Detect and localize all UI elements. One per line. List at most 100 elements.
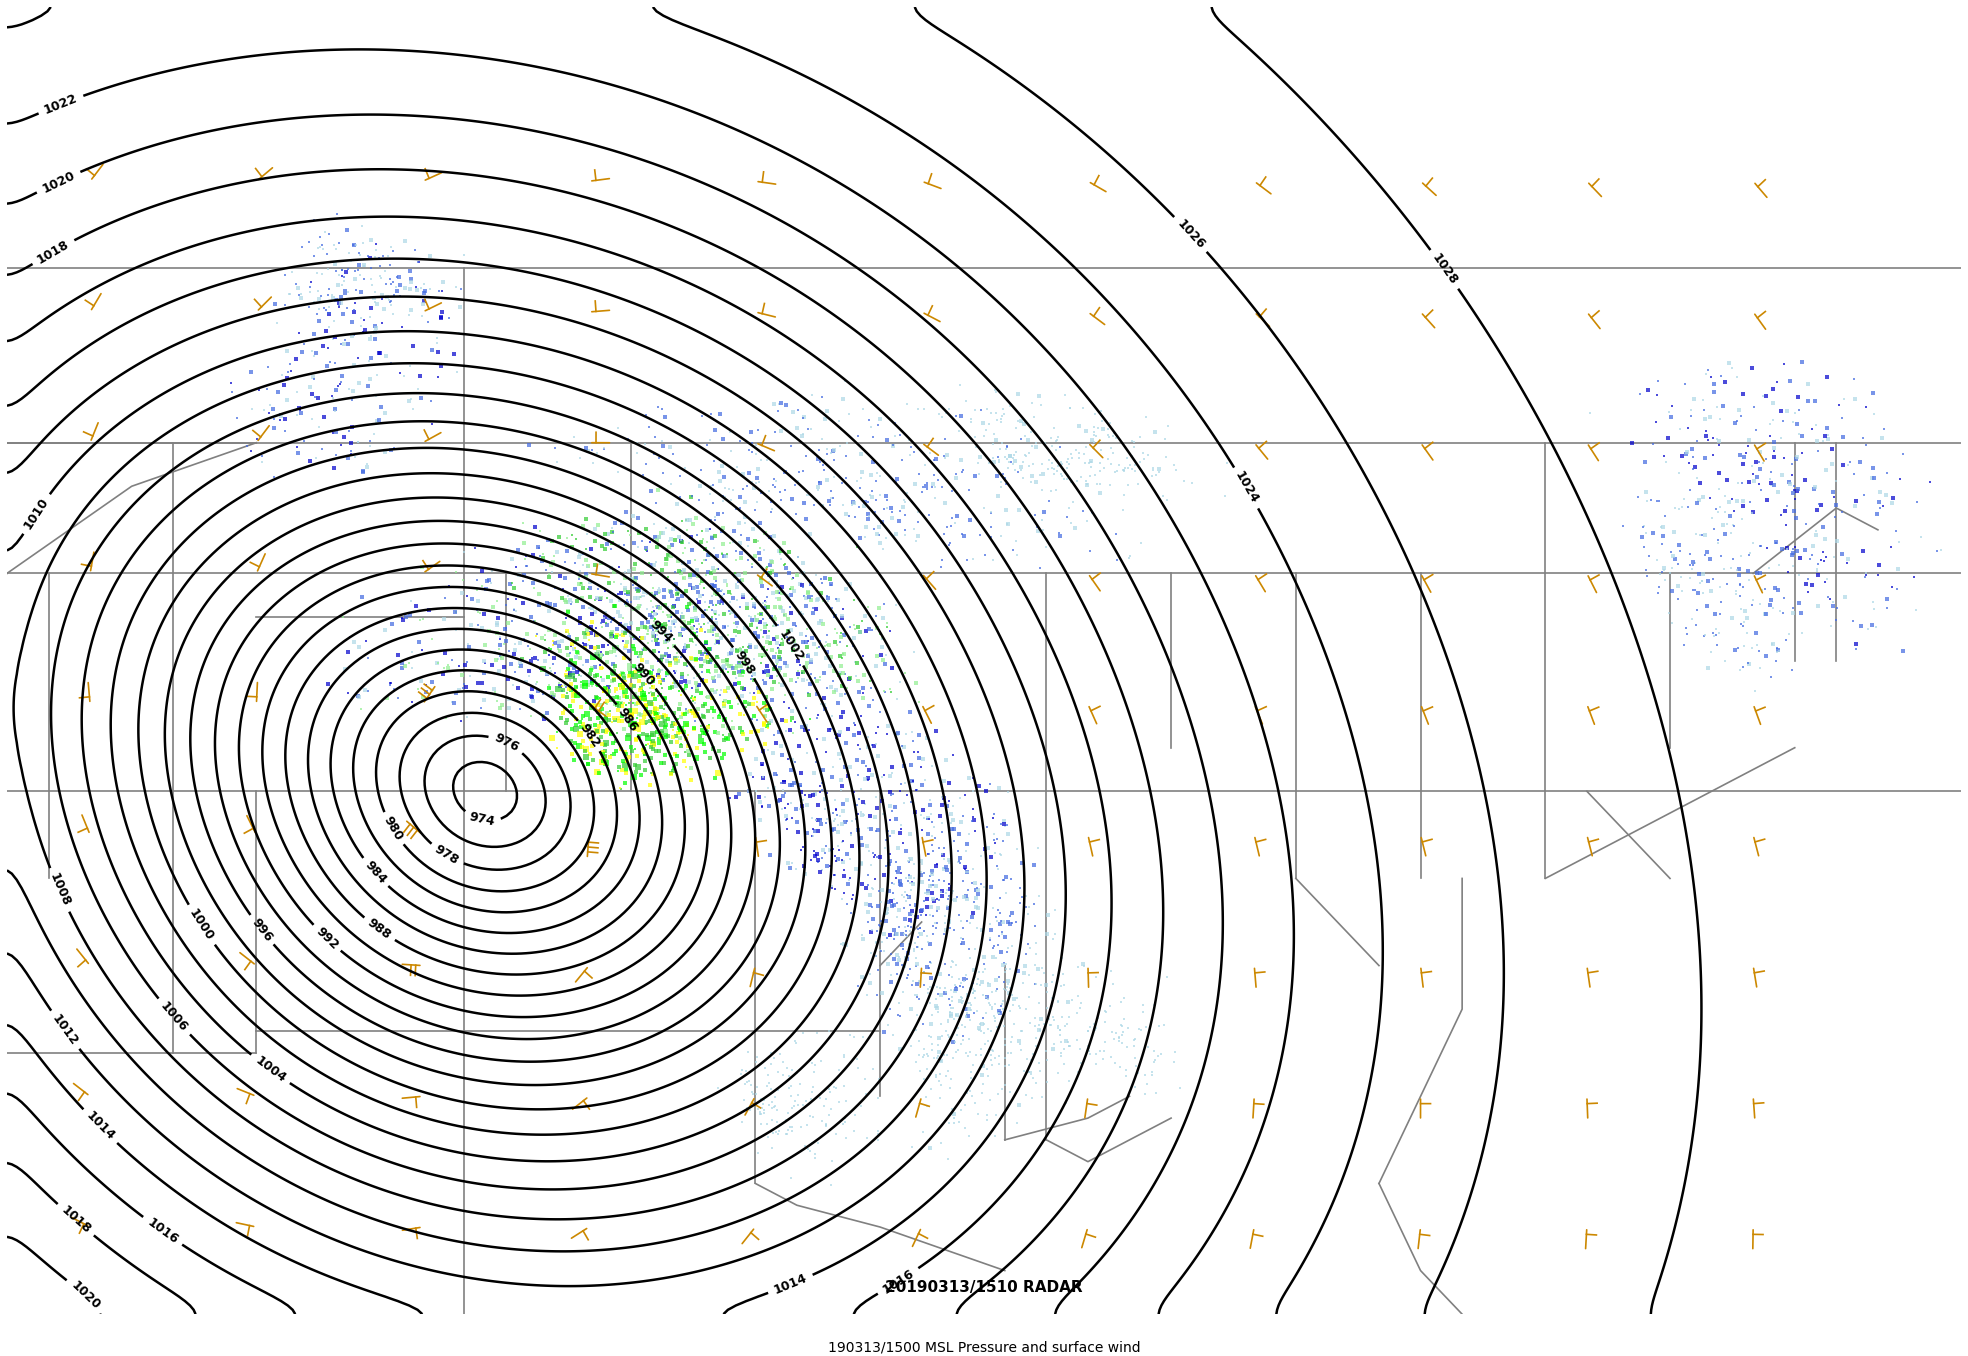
Point (608, 561, 640, 583)
Point (1777, 602, 1809, 624)
Point (1669, 635, 1700, 656)
Point (691, 686, 722, 708)
Point (653, 571, 685, 593)
Point (506, 648, 537, 670)
Point (982, 1083, 1014, 1105)
Point (708, 545, 740, 567)
Point (616, 704, 647, 725)
Point (665, 732, 697, 754)
Point (628, 673, 659, 694)
Point (864, 408, 895, 430)
Point (720, 625, 752, 647)
Point (882, 945, 913, 967)
Point (309, 405, 340, 427)
Point (537, 631, 569, 652)
Point (370, 346, 401, 367)
Point (1019, 471, 1051, 492)
Point (842, 723, 874, 744)
Point (742, 692, 773, 713)
Point (937, 480, 968, 502)
Point (624, 586, 655, 607)
Point (624, 725, 655, 747)
Point (708, 583, 740, 605)
Point (736, 708, 768, 730)
Point (594, 624, 626, 645)
Point (978, 452, 1010, 473)
Point (653, 631, 685, 652)
Point (797, 807, 829, 829)
Point (758, 742, 789, 763)
Point (1027, 510, 1059, 532)
Point (683, 580, 714, 602)
Point (762, 575, 793, 597)
Point (903, 1031, 935, 1052)
Point (285, 282, 317, 304)
Point (933, 1010, 964, 1032)
Point (760, 597, 791, 618)
Point (730, 1060, 762, 1082)
Point (917, 861, 949, 883)
Point (673, 551, 705, 572)
Point (1700, 428, 1732, 450)
Point (730, 696, 762, 717)
Point (884, 1037, 915, 1059)
Point (1724, 564, 1755, 586)
Point (636, 675, 667, 697)
Point (655, 580, 687, 602)
Point (947, 993, 978, 1014)
Point (976, 1054, 1008, 1075)
Point (972, 1064, 1004, 1086)
Point (649, 687, 681, 709)
Point (329, 270, 360, 292)
Point (626, 628, 657, 650)
Point (1687, 570, 1718, 591)
Point (575, 697, 606, 719)
Point (606, 663, 638, 685)
Point (646, 696, 677, 717)
Point (956, 976, 988, 998)
Point (748, 662, 779, 683)
Point (913, 1025, 945, 1047)
Point (929, 953, 960, 975)
Point (744, 449, 775, 471)
Point (901, 937, 933, 959)
Point (771, 1109, 803, 1131)
Point (636, 591, 667, 613)
Point (742, 1098, 773, 1120)
Point (254, 395, 285, 416)
Point (565, 671, 596, 693)
Point (716, 656, 748, 678)
Point (579, 664, 610, 686)
Point (403, 631, 435, 652)
Point (588, 747, 620, 769)
Point (638, 701, 669, 723)
Point (283, 399, 315, 420)
Point (632, 622, 663, 644)
Point (935, 956, 966, 978)
Point (594, 572, 626, 594)
Point (520, 576, 551, 598)
Point (832, 873, 864, 895)
Point (677, 648, 708, 670)
Point (718, 521, 750, 542)
Point (488, 656, 520, 678)
Point (608, 622, 640, 644)
Point (860, 785, 892, 807)
Point (1145, 1044, 1177, 1066)
Point (758, 628, 789, 650)
Point (868, 681, 899, 702)
Point (1710, 650, 1742, 671)
Point (872, 428, 903, 450)
Point (708, 428, 740, 450)
Point (791, 652, 823, 674)
Point (632, 541, 663, 563)
Point (659, 647, 691, 669)
Point (1783, 564, 1814, 586)
Point (758, 468, 789, 490)
Point (797, 602, 829, 624)
Point (695, 639, 726, 660)
Point (858, 909, 890, 930)
Point (951, 549, 982, 571)
Point (937, 986, 968, 1008)
Point (323, 294, 354, 316)
